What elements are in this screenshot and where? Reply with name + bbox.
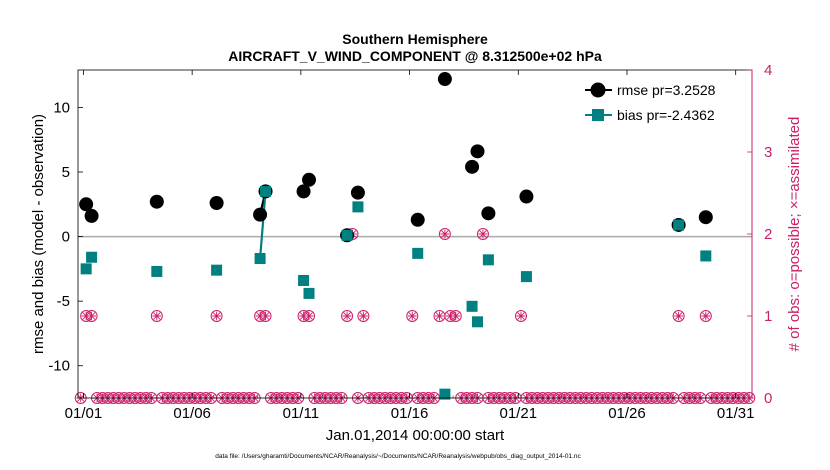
rmse-point	[698, 210, 713, 225]
rmse-point	[149, 194, 164, 209]
obs-assimilated-marker	[435, 311, 444, 321]
bias-point	[412, 247, 424, 259]
rmse-point	[465, 159, 480, 174]
obs-possible-marker	[150, 310, 163, 322]
y-tick-label-right: 4	[764, 62, 772, 79]
bias-point	[472, 316, 484, 328]
rmse-point	[84, 208, 99, 223]
obs-assimilated-marker	[152, 311, 162, 321]
y-tick-label-right: 2	[764, 226, 772, 243]
obs-possible-marker	[210, 310, 223, 322]
bias-point	[482, 254, 494, 266]
bias-point	[352, 201, 364, 213]
bias-point	[341, 229, 353, 241]
bias-point	[520, 271, 532, 283]
data-file-footnote: data file: /Users/gharamti/Documents/NCA…	[215, 453, 581, 460]
x-tick-label: 01/01	[65, 405, 103, 422]
legend-rmse-marker	[590, 82, 606, 98]
obs-possible-marker	[303, 310, 316, 322]
bias-point	[466, 300, 478, 312]
rmse-point	[79, 197, 94, 212]
obs-assimilated-marker	[701, 311, 711, 321]
rmse-point	[410, 212, 425, 227]
y-tick-label-right: 3	[764, 144, 772, 161]
obs-possible-marker	[259, 310, 272, 322]
bias-point	[211, 264, 223, 276]
bias-point	[673, 219, 685, 231]
obs-possible-marker	[406, 310, 419, 322]
obs-assimilated-marker	[451, 311, 461, 321]
y-tick-label-right: 1	[764, 308, 772, 325]
y-tick-label-left: -10	[48, 358, 70, 375]
y-tick-label-left: 5	[62, 164, 70, 181]
legend: rmse pr=3.2528 bias pr=-2.4362	[580, 76, 746, 130]
obs-assimilated-marker	[478, 229, 488, 239]
obs-possible-marker	[357, 310, 370, 322]
obs-assimilated-marker	[440, 229, 450, 239]
y-axis-label-right: # of obs: o=possible; ×=assimilated	[786, 117, 803, 352]
obs-assimilated-marker	[358, 311, 368, 321]
bias-point	[439, 388, 451, 400]
rmse-point	[296, 184, 311, 199]
legend-box	[580, 76, 746, 130]
obs-assimilated-marker	[407, 311, 417, 321]
obs-assimilated-marker	[304, 311, 314, 321]
obs-possible-marker	[341, 310, 354, 322]
obs-assimilated-marker	[212, 311, 222, 321]
bias-point	[298, 274, 310, 286]
y-tick-label-left: 10	[53, 99, 70, 116]
legend-rmse-label: rmse pr=3.2528	[617, 82, 716, 98]
y-axis-label-left: rmse and bias (model - observation)	[30, 114, 47, 354]
obs-possible-marker	[514, 310, 527, 322]
chart-title-line2: AIRCRAFT_V_WIND_COMPONENT @ 8.312500e+02…	[228, 48, 602, 64]
obs-possible-marker	[449, 310, 462, 322]
x-tick-label: 01/21	[500, 405, 538, 422]
x-tick-label: 01/11	[283, 405, 319, 422]
obs-assimilated-marker	[87, 311, 97, 321]
obs-possible-marker	[476, 228, 489, 240]
obs-assimilated-marker	[674, 311, 684, 321]
axes: 01/01 01/06 01/11 01/16 01/21 01/26 01/31 -10 -5…	[48, 62, 772, 422]
x-tick-label: 01/06	[173, 405, 211, 422]
obs-assimilated-marker	[342, 311, 352, 321]
x-tick-label: 01/31	[717, 405, 755, 422]
rmse-point	[209, 196, 224, 211]
bias-point	[254, 253, 266, 265]
legend-bias-marker	[592, 109, 604, 121]
rmse-point	[437, 72, 452, 87]
x-tick-label: 01/16	[391, 405, 429, 422]
obs-possible-marker	[699, 310, 712, 322]
bias-point	[700, 250, 712, 262]
rmse-point	[350, 185, 365, 200]
bias-point	[86, 251, 98, 263]
chart-title-line1: Southern Hemisphere	[342, 31, 488, 47]
bias-point	[80, 263, 92, 275]
x-tick-label: 01/26	[608, 405, 646, 422]
y-tick-label-left: -5	[57, 293, 70, 310]
bias-point	[260, 185, 272, 197]
rmse-point	[519, 189, 534, 204]
obs-possible-marker	[672, 310, 685, 322]
rmse-point	[470, 144, 485, 159]
obs-assimilated-marker	[261, 311, 270, 321]
x-axis-label: Jan.01,2014 00:00:00 start	[326, 427, 505, 444]
rmse-point	[253, 207, 268, 222]
obs-possible-marker	[85, 310, 98, 322]
bias-point	[303, 287, 315, 299]
bias-series-line	[258, 191, 267, 259]
obs-possible-marker	[438, 228, 451, 240]
rmse-point	[302, 172, 317, 187]
rmse-point	[481, 206, 496, 221]
y-tick-label-right: 0	[764, 390, 772, 407]
legend-bias-label: bias pr=-2.4362	[617, 107, 715, 123]
y-tick-label-left: 0	[62, 229, 70, 246]
obs-assimilated-marker	[516, 311, 526, 321]
bias-point	[151, 265, 163, 277]
